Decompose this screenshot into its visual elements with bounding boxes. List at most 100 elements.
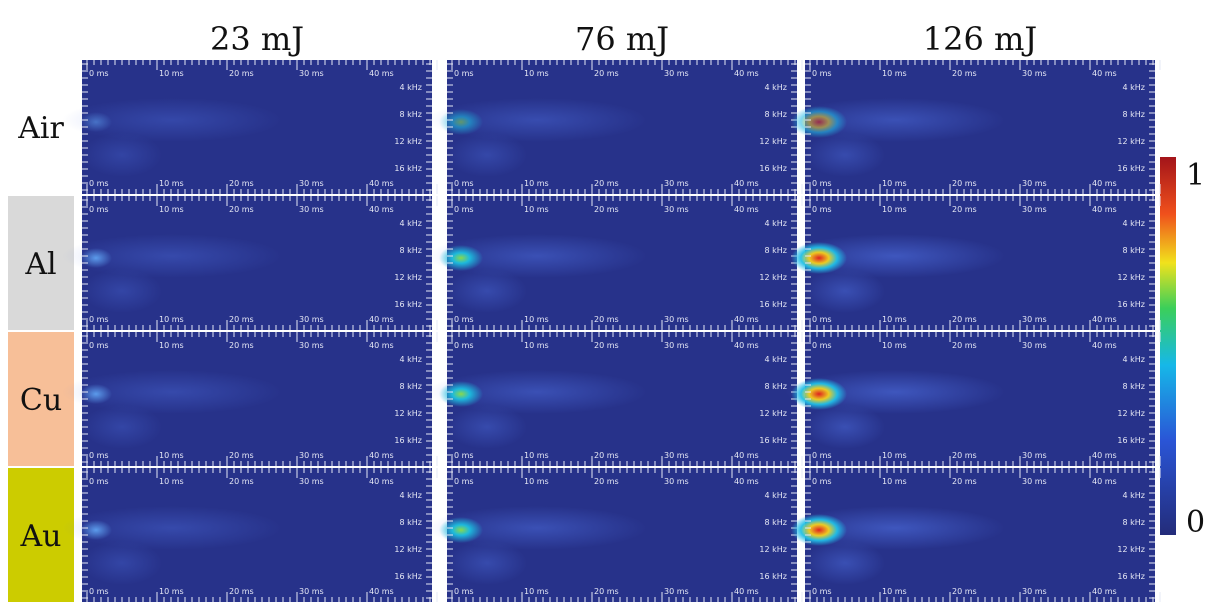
energy-low bbox=[805, 541, 885, 585]
time-tick-label: 0 ms bbox=[454, 587, 474, 596]
time-tick-label: 40 ms bbox=[1092, 315, 1117, 324]
frequency-tick-label: 16 kHz bbox=[759, 572, 787, 581]
row-label: Au bbox=[20, 519, 62, 554]
row-label: Cu bbox=[20, 383, 62, 418]
frequency-tick-label: 12 kHz bbox=[759, 409, 787, 418]
time-tick-label: 40 ms bbox=[369, 451, 394, 460]
time-tick-label: 30 ms bbox=[664, 179, 689, 188]
time-tick-label: 20 ms bbox=[229, 179, 254, 188]
time-tick-label: 10 ms bbox=[159, 205, 184, 214]
energy-hotspot bbox=[439, 109, 483, 135]
time-tick-label: 10 ms bbox=[159, 69, 184, 78]
time-tick-label: 10 ms bbox=[524, 205, 549, 214]
energy-hotspot bbox=[791, 378, 847, 410]
frequency-tick-label: 12 kHz bbox=[759, 273, 787, 282]
energy-low bbox=[447, 133, 527, 177]
time-tick-label: 30 ms bbox=[1022, 179, 1047, 188]
frequency-tick-label: 16 kHz bbox=[1117, 572, 1145, 581]
time-tick-label: 20 ms bbox=[229, 69, 254, 78]
time-tick-label: 20 ms bbox=[594, 69, 619, 78]
time-tick-label: 20 ms bbox=[952, 69, 977, 78]
time-tick-label: 30 ms bbox=[664, 205, 689, 214]
energy-hotspot bbox=[439, 381, 483, 407]
frequency-tick-label: 8 kHz bbox=[765, 382, 787, 391]
time-tick-label: 20 ms bbox=[594, 341, 619, 350]
time-tick-label: 40 ms bbox=[1092, 477, 1117, 486]
time-tick-label: 40 ms bbox=[734, 315, 759, 324]
time-tick-label: 30 ms bbox=[299, 587, 324, 596]
frequency-tick-label: 16 kHz bbox=[759, 436, 787, 445]
energy-hotspot bbox=[791, 106, 847, 138]
time-tick-label: 30 ms bbox=[1022, 341, 1047, 350]
time-tick-label: 0 ms bbox=[812, 205, 832, 214]
time-tick-label: 10 ms bbox=[882, 477, 907, 486]
frequency-tick-label: 8 kHz bbox=[765, 110, 787, 119]
frequency-tick-label: 8 kHz bbox=[400, 382, 422, 391]
frequency-tick-label: 8 kHz bbox=[1123, 246, 1145, 255]
time-tick-label: 40 ms bbox=[734, 179, 759, 188]
time-tick-label: 10 ms bbox=[159, 587, 184, 596]
time-tick-label: 0 ms bbox=[89, 341, 109, 350]
time-tick-label: 20 ms bbox=[229, 477, 254, 486]
energy-streak bbox=[427, 506, 647, 550]
time-tick-label: 10 ms bbox=[882, 205, 907, 214]
time-tick-label: 40 ms bbox=[734, 451, 759, 460]
energy-hotspot bbox=[80, 384, 112, 404]
time-tick-label: 20 ms bbox=[229, 315, 254, 324]
colorbar-max: 1 bbox=[1186, 158, 1205, 193]
energy-streak bbox=[427, 370, 647, 414]
frequency-tick-label: 4 kHz bbox=[400, 219, 422, 228]
energy-streak bbox=[62, 234, 282, 278]
energy-hotspot bbox=[80, 248, 112, 268]
time-tick-label: 30 ms bbox=[1022, 315, 1047, 324]
time-tick-label: 0 ms bbox=[812, 341, 832, 350]
time-tick-label: 30 ms bbox=[299, 451, 324, 460]
time-tick-label: 30 ms bbox=[1022, 69, 1047, 78]
frequency-tick-label: 12 kHz bbox=[1117, 409, 1145, 418]
time-tick-label: 40 ms bbox=[369, 179, 394, 188]
row-label-box bbox=[8, 468, 74, 602]
time-tick-label: 0 ms bbox=[812, 315, 832, 324]
time-tick-label: 20 ms bbox=[952, 205, 977, 214]
frequency-tick-label: 16 kHz bbox=[759, 164, 787, 173]
time-tick-label: 0 ms bbox=[812, 179, 832, 188]
column-header: 76 mJ bbox=[575, 20, 669, 58]
time-tick-label: 20 ms bbox=[594, 587, 619, 596]
frequency-tick-label: 16 kHz bbox=[1117, 436, 1145, 445]
time-tick-label: 30 ms bbox=[664, 451, 689, 460]
time-tick-label: 10 ms bbox=[882, 315, 907, 324]
colorbar bbox=[1160, 157, 1176, 535]
row-label-box bbox=[8, 332, 74, 466]
time-tick-label: 0 ms bbox=[89, 69, 109, 78]
energy-hotspot bbox=[439, 245, 483, 271]
energy-hotspot bbox=[439, 517, 483, 543]
frequency-tick-label: 8 kHz bbox=[765, 518, 787, 527]
time-tick-label: 30 ms bbox=[299, 341, 324, 350]
energy-hotspot bbox=[791, 242, 847, 274]
frequency-tick-label: 4 kHz bbox=[765, 355, 787, 364]
time-tick-label: 40 ms bbox=[734, 69, 759, 78]
time-tick-label: 20 ms bbox=[952, 315, 977, 324]
time-tick-label: 0 ms bbox=[89, 179, 109, 188]
frequency-tick-label: 4 kHz bbox=[765, 219, 787, 228]
time-tick-label: 30 ms bbox=[1022, 451, 1047, 460]
time-tick-label: 20 ms bbox=[952, 587, 977, 596]
frequency-tick-label: 8 kHz bbox=[765, 246, 787, 255]
time-tick-label: 10 ms bbox=[159, 341, 184, 350]
energy-low bbox=[447, 405, 527, 449]
frequency-tick-label: 16 kHz bbox=[394, 164, 422, 173]
frequency-tick-label: 12 kHz bbox=[1117, 273, 1145, 282]
frequency-tick-label: 8 kHz bbox=[400, 110, 422, 119]
time-tick-label: 0 ms bbox=[812, 451, 832, 460]
time-tick-label: 30 ms bbox=[299, 205, 324, 214]
time-tick-label: 10 ms bbox=[524, 179, 549, 188]
time-tick-label: 10 ms bbox=[524, 587, 549, 596]
time-tick-label: 20 ms bbox=[229, 341, 254, 350]
time-tick-label: 40 ms bbox=[734, 205, 759, 214]
frequency-tick-label: 4 kHz bbox=[765, 491, 787, 500]
time-tick-label: 0 ms bbox=[89, 315, 109, 324]
energy-low bbox=[447, 269, 527, 313]
frequency-tick-label: 16 kHz bbox=[394, 300, 422, 309]
time-tick-label: 30 ms bbox=[664, 315, 689, 324]
time-tick-label: 20 ms bbox=[594, 477, 619, 486]
